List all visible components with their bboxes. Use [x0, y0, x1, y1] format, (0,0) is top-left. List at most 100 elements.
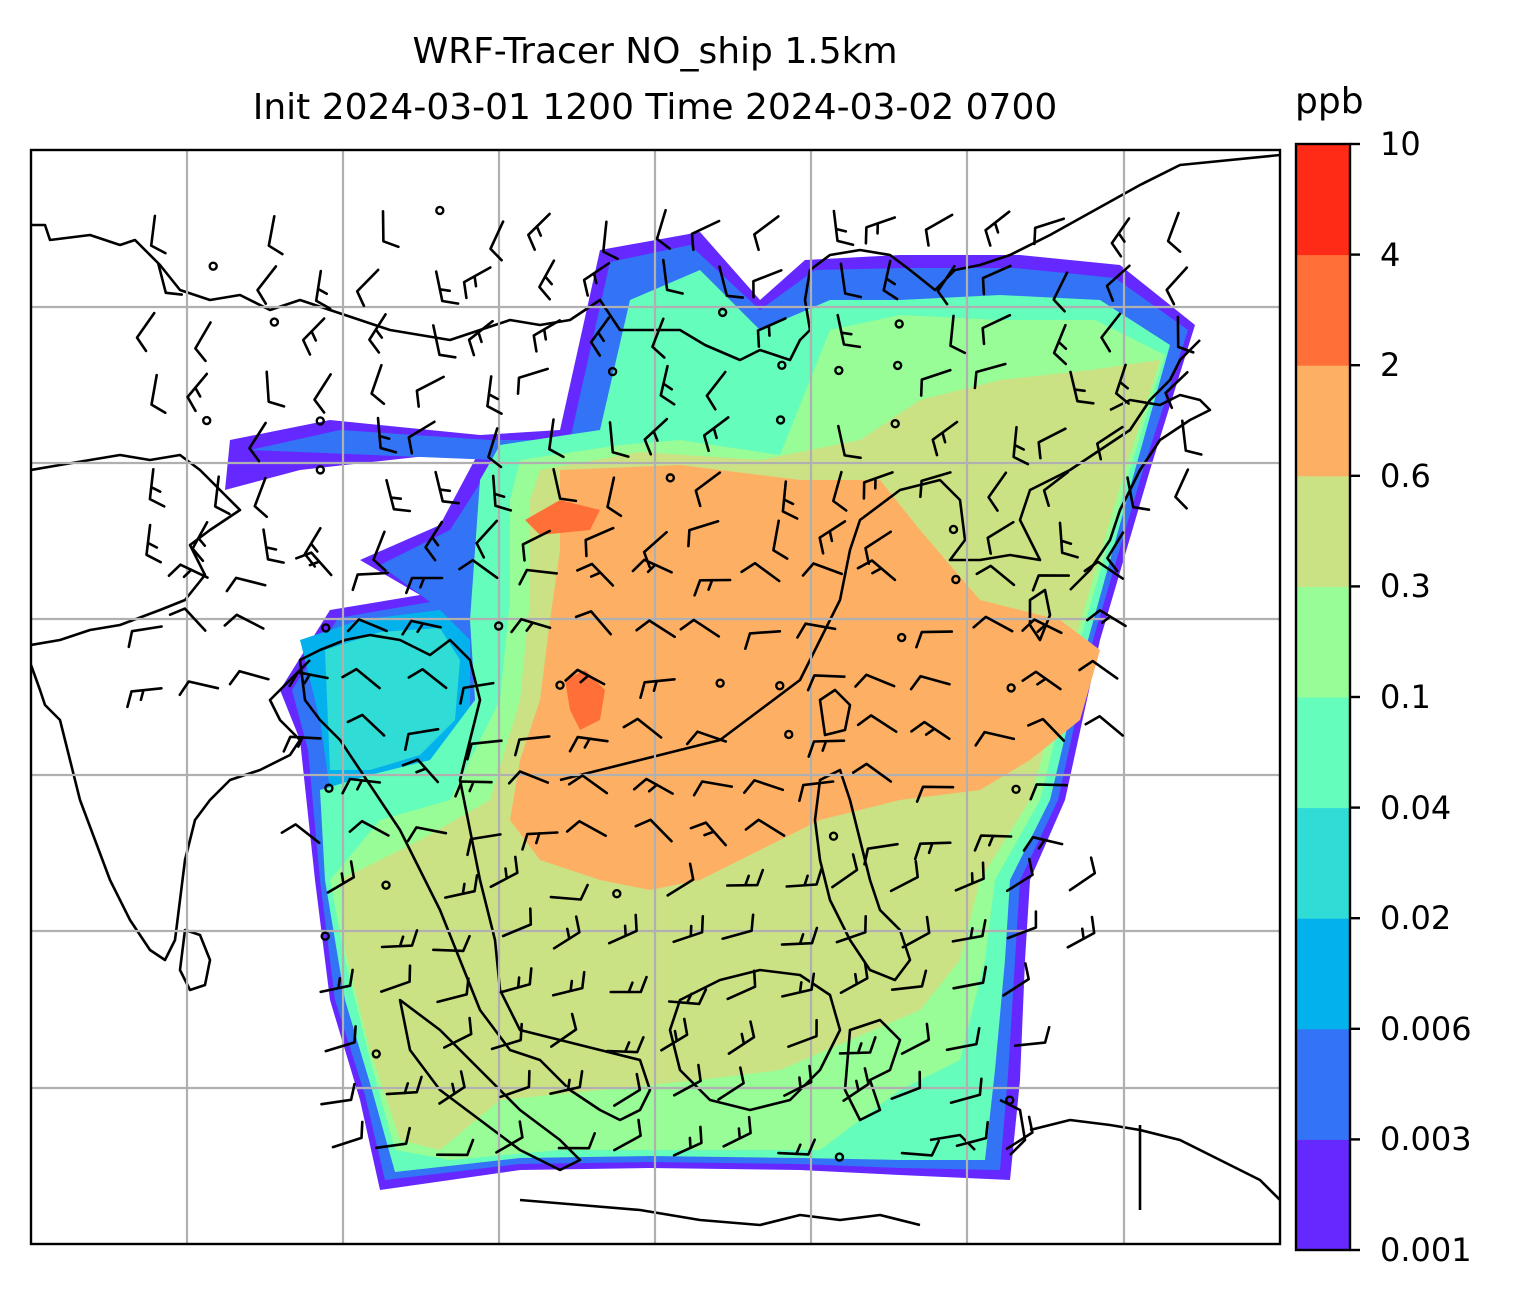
map-title-line-1: WRF-Tracer NO_ship 1.5km	[412, 31, 898, 72]
colorbar-tick-label: 4	[1380, 235, 1401, 274]
wind-barb	[780, 926, 819, 946]
wind-barb	[301, 317, 326, 356]
wind-barb-calm	[1006, 683, 1016, 693]
wind-barb	[702, 416, 730, 453]
wind-barb	[835, 915, 867, 944]
wind-barb	[660, 1017, 689, 1052]
wind-barb	[1084, 715, 1124, 737]
wind-barb	[167, 563, 209, 579]
wind-barb	[839, 262, 863, 299]
wind-barb	[341, 777, 382, 795]
wind-barb	[832, 209, 855, 247]
wind-barb-calm	[202, 415, 212, 426]
wind-barb	[687, 520, 720, 548]
wind-barb	[984, 210, 1011, 247]
wind-barb	[346, 618, 388, 633]
wind-barb	[836, 313, 862, 349]
wind-barb	[837, 424, 862, 460]
wind-barb-calm	[607, 366, 618, 377]
wind-barb	[744, 818, 786, 837]
colorbar-tick-label: 0.02	[1380, 899, 1452, 938]
wind-barb	[752, 269, 783, 299]
colorbar-segment	[1296, 697, 1350, 809]
tracer-band-inner-0.6	[640, 495, 760, 540]
wind-barb	[262, 528, 285, 564]
wind-barb	[772, 519, 789, 560]
colorbar-segment	[1296, 475, 1350, 587]
wind-barb	[521, 529, 551, 562]
wind-barb	[972, 615, 1014, 633]
wind-barb	[178, 680, 220, 697]
wind-barb	[842, 1067, 870, 1102]
wind-barb	[491, 474, 513, 512]
wind-barb	[372, 530, 387, 572]
wind-barb	[851, 762, 893, 783]
wind-barb	[639, 678, 676, 699]
wind-barb	[574, 610, 612, 636]
colorbar-segment	[1296, 918, 1350, 1030]
wind-barb	[1021, 618, 1063, 635]
wind-barb	[404, 727, 440, 751]
wind-barb-calm	[555, 680, 565, 690]
colorbar-segment	[1296, 1028, 1350, 1140]
wind-barb	[466, 833, 502, 857]
wind-barb	[981, 313, 1012, 346]
wind-barb	[314, 269, 332, 310]
wind-barb	[564, 668, 606, 686]
wind-barb	[1100, 312, 1122, 353]
wind-barb	[1083, 560, 1124, 580]
wind-barb	[168, 607, 207, 632]
colorbar-tick-label: 0.6	[1380, 456, 1431, 495]
wind-barb	[375, 1126, 411, 1150]
wind-barb-calm	[890, 418, 900, 429]
wind-barb-calm	[612, 889, 622, 899]
wind-barb	[890, 969, 928, 991]
wind-barb	[1021, 670, 1062, 691]
wind-barb	[370, 363, 386, 406]
wind-barb	[487, 427, 503, 469]
wind-barb	[1002, 962, 1030, 997]
wind-barb	[256, 265, 278, 305]
wind-barb	[1052, 323, 1068, 366]
wind-barb	[552, 915, 581, 950]
wind-barb	[655, 208, 671, 250]
wind-barb	[380, 929, 419, 949]
wind-barb	[582, 261, 611, 297]
wind-barb	[607, 913, 638, 945]
colorbar-tick-label: 0.003	[1380, 1120, 1472, 1159]
wind-barb	[150, 373, 167, 415]
wind-barb	[341, 667, 381, 690]
colorbar-unit-label: ppb	[1295, 81, 1364, 122]
colorbar-tick-label: 0.1	[1380, 678, 1431, 716]
wind-barb	[127, 625, 163, 649]
wind-barb	[1069, 370, 1095, 405]
wind-barb	[510, 618, 552, 634]
wind-barb	[1033, 217, 1066, 246]
coastline-korea-japan	[1069, 393, 1212, 591]
wind-barb	[584, 526, 615, 558]
wind-barb	[635, 619, 676, 639]
coastline-indochina	[298, 633, 652, 1122]
coastline-borneo	[668, 968, 842, 1112]
wind-barb	[434, 470, 460, 505]
wind-barb	[838, 1036, 877, 1055]
wind-barb	[727, 1020, 756, 1055]
wind-barb	[1006, 910, 1038, 940]
wind-barb	[532, 319, 561, 353]
wind-barb	[288, 671, 329, 688]
wind-barb	[538, 259, 556, 301]
wind-barb-calm	[493, 621, 504, 631]
wind-barb	[981, 264, 1012, 296]
wind-barb	[1078, 659, 1119, 680]
wind-barb	[659, 364, 676, 406]
wind-barb	[527, 212, 551, 251]
wind-barb	[753, 215, 780, 252]
wind-barb	[622, 717, 663, 739]
wind-barb	[407, 420, 436, 455]
wind-barb	[924, 213, 954, 247]
colorbar-tick-label: 0.001	[1380, 1231, 1472, 1269]
wind-barb	[662, 258, 684, 295]
wind-barb	[326, 860, 356, 894]
wind-barb	[280, 823, 321, 845]
